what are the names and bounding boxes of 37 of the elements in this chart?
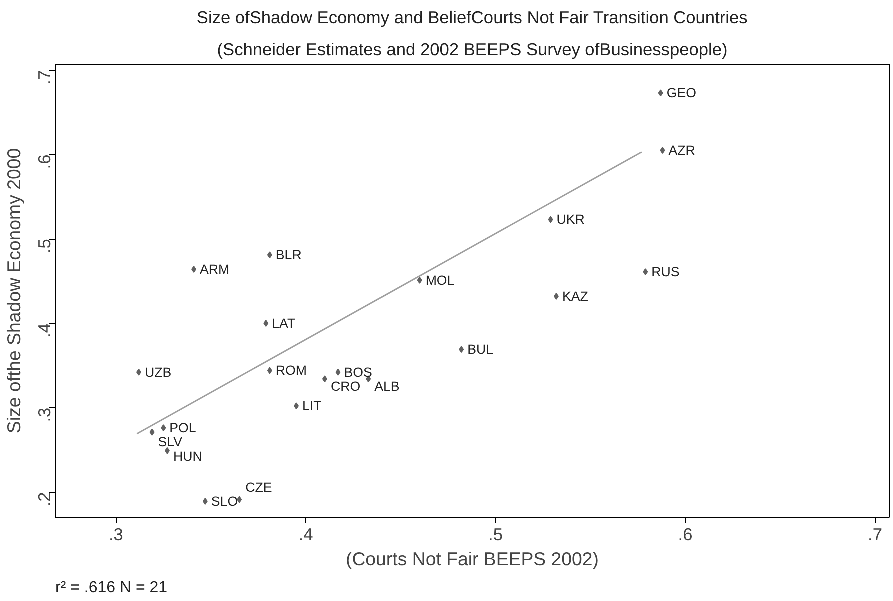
annotation: RUS	[652, 264, 680, 280]
annotation: ARM	[200, 262, 230, 277]
y-axis-title: Size ofthe Shadow Economy 2000	[4, 148, 24, 434]
annotation: BUL	[468, 342, 494, 358]
y-tick-label: .3	[34, 408, 54, 422]
y-tick-label: .7	[34, 70, 54, 85]
y-tick-label: .2	[34, 492, 54, 507]
x-tick-label: .5	[488, 524, 503, 544]
annotation: UKR	[556, 212, 585, 228]
x-tick-label: .4	[298, 524, 314, 544]
annotation: BLR	[276, 248, 302, 263]
y-tick-label: .4	[34, 323, 54, 338]
annotation: ALB	[374, 379, 400, 394]
x-tick-label: .7	[868, 524, 882, 544]
x-tick-label: .3	[109, 524, 124, 544]
annotation: MOL	[426, 272, 455, 288]
y-tick-label: .6	[34, 154, 54, 170]
annotation: LIT	[302, 398, 322, 414]
annotation: LAT	[272, 316, 296, 331]
annotation: SLV	[158, 434, 183, 450]
annotation: AZR	[668, 143, 696, 158]
annotation: HUN	[173, 449, 202, 464]
y-tick-label: .5	[34, 239, 54, 254]
annotation: CZE	[246, 480, 272, 495]
annotation: GEO	[666, 86, 696, 101]
text: r² = .616 N = 21	[56, 580, 168, 596]
x-tick-label: .6	[678, 524, 693, 544]
chart-title: Size ofShadow Economy and BeliefCourts Not Fair Transition Countries	[196, 8, 748, 28]
annotation: POL	[170, 420, 196, 436]
annotation: CRO	[330, 379, 361, 394]
chart-subtitle: (Schneider Estimates and 2002 BEEPS Survey ofBusinesspeople)	[217, 40, 728, 60]
annotation: UZB	[144, 364, 172, 380]
annotation: BOS	[344, 364, 372, 380]
x-axis-title: (Courts Not Fair BEEPS 2002)	[346, 548, 600, 570]
annotation: KAZ	[562, 288, 588, 304]
annotation: SLO	[211, 494, 238, 509]
annotation: ROM	[276, 363, 308, 378]
